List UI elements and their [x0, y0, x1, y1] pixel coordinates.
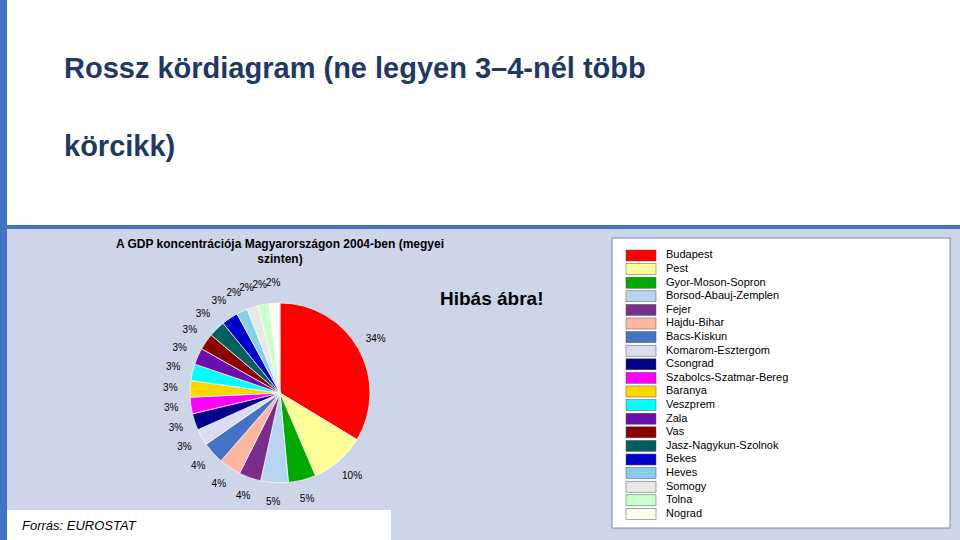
legend-item: Jasz-Nagykun-Szolnok	[626, 439, 779, 452]
legend-label: Veszprem	[666, 398, 715, 410]
data-label: 5%	[300, 493, 315, 504]
content-background	[7, 229, 960, 540]
legend-label: Jasz-Nagykun-Szolnok	[666, 439, 779, 451]
legend-item: Budapest	[626, 248, 712, 261]
legend-item: Vas	[626, 425, 685, 438]
legend-swatch	[626, 291, 656, 302]
legend-swatch	[626, 318, 656, 329]
legend-label: Bekes	[666, 452, 697, 464]
legend-swatch	[626, 508, 656, 519]
pie-slice	[269, 303, 280, 393]
legend-label: Somogy	[666, 480, 707, 492]
legend-swatch	[626, 427, 656, 438]
divider-line	[7, 225, 960, 229]
legend-item: Komarom-Esztergom	[626, 344, 770, 357]
legend-swatch	[626, 372, 656, 383]
chart-title: A GDP koncentrációja Magyarországon 2004…	[116, 237, 444, 266]
legend-swatch	[626, 413, 656, 424]
legend-label: Heves	[666, 466, 698, 478]
legend-swatch	[626, 264, 656, 275]
legend-item: Nograd	[626, 507, 702, 520]
slide: Rossz kördiagram (ne legyen 3–4-nél több…	[0, 0, 960, 540]
pie-slice	[258, 304, 280, 393]
legend-item: Baranya	[626, 384, 708, 397]
data-label: 3%	[163, 382, 178, 393]
legend-swatch	[626, 277, 656, 288]
legend-swatch	[626, 495, 656, 506]
accent-bar	[0, 0, 7, 540]
legend-label: Zala	[666, 412, 688, 424]
heading: Rossz kördiagram (ne legyen 3–4-nél több	[64, 52, 646, 84]
legend-label: Szabolcs-Szatmar-Bereg	[666, 371, 788, 383]
legend-box	[612, 238, 950, 528]
data-label: 5%	[266, 496, 281, 507]
legend-label: Budapest	[666, 248, 712, 260]
legend-label: Tolna	[666, 493, 693, 505]
legend-swatch	[626, 345, 656, 356]
data-label: 3%	[169, 422, 184, 433]
legend-item: Somogy	[626, 480, 707, 493]
heading: körcikk)	[64, 130, 175, 162]
legend-label: Baranya	[666, 384, 708, 396]
legend-label: Gyor-Moson-Sopron	[666, 276, 766, 288]
legend-swatch	[626, 250, 656, 261]
data-label: 3%	[183, 324, 198, 335]
legend-item: Szabolcs-Szatmar-Bereg	[626, 371, 788, 384]
data-label: 4%	[212, 478, 227, 489]
data-label: 34%	[366, 333, 386, 344]
legend-label: Nograd	[666, 507, 702, 519]
data-labels: 34%10%5%5%4%4%4%3%3%3%3%3%3%3%3%3%2%2%2%…	[163, 277, 386, 507]
legend-label: Hajdu-Bihar	[666, 316, 724, 328]
data-label: 3%	[212, 295, 227, 306]
legend-item: Borsod-Abauj-Zemplen	[626, 289, 779, 302]
legend-label: Fejer	[666, 303, 691, 315]
data-label: 3%	[196, 308, 211, 319]
legend-item: Tolna	[626, 493, 693, 506]
slide-background	[0, 0, 960, 540]
legend-label: Vas	[666, 425, 685, 437]
data-label: 4%	[191, 460, 206, 471]
data-label: 2%	[252, 279, 267, 290]
legend-item: Bekes	[626, 452, 697, 465]
legend-swatch	[626, 304, 656, 315]
legend: Budapest Pest Gyor-Moson-SopronBorsod-Abau…	[612, 238, 950, 528]
legend-swatch	[626, 468, 656, 479]
data-label: 4%	[236, 490, 251, 501]
legend-item: Csongrad	[626, 357, 714, 370]
data-label: 3%	[173, 342, 188, 353]
legend-label: Pest	[666, 262, 688, 274]
legend-swatch	[626, 440, 656, 451]
legend-swatch	[626, 386, 656, 397]
legend-label: Csongrad	[666, 357, 714, 369]
legend-swatch	[626, 359, 656, 370]
data-label: 3%	[177, 441, 192, 452]
legend-label: Bacs-Kiskun	[666, 330, 727, 342]
legend-label: Komarom-Esztergom	[666, 344, 770, 356]
pie	[190, 303, 370, 483]
legend-swatch	[626, 332, 656, 343]
legend-item: Hajdu-Bihar	[626, 316, 724, 329]
chart-title-line: szinten)	[257, 252, 302, 266]
annotation: Hibás ábra!	[440, 288, 543, 309]
source-note: Forrás: EUROSTAT	[22, 518, 137, 533]
legend-swatch	[626, 481, 656, 492]
legend-swatch	[626, 400, 656, 411]
legend-item: Fejer	[626, 303, 691, 316]
chart-title-line: A GDP koncentrációja Magyarországon 2004…	[116, 237, 444, 251]
legend-label: Borsod-Abauj-Zemplen	[666, 289, 779, 301]
data-label: 10%	[342, 470, 362, 481]
legend-item: Zala	[626, 412, 688, 425]
legend-item: Veszprem	[626, 398, 715, 411]
source-background	[7, 510, 391, 540]
legend-item: Heves	[626, 466, 698, 479]
data-label: 2%	[266, 277, 281, 288]
legend-swatch	[626, 454, 656, 465]
legend-item: Gyor-Moson-Sopron	[626, 276, 766, 289]
data-label: 3%	[166, 361, 181, 372]
data-label: 3%	[164, 402, 179, 413]
legend-item: Pest	[626, 262, 688, 275]
legend-item: Bacs-Kiskun	[626, 330, 727, 343]
